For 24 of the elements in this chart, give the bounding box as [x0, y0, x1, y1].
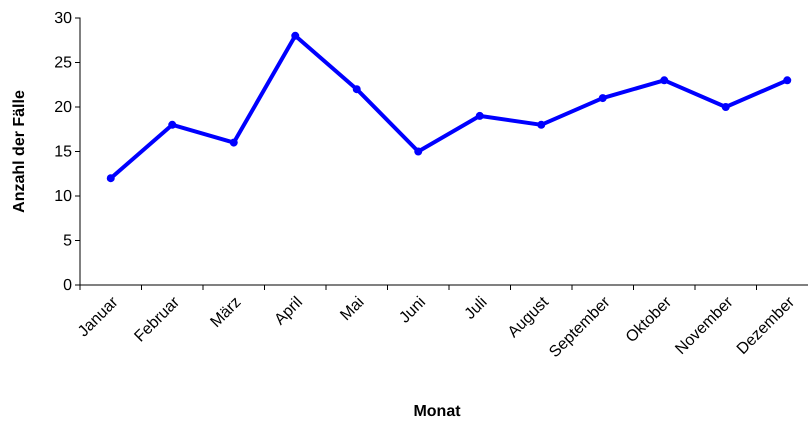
point: [291, 32, 300, 40]
y-axis-title: Anzahl der Fälle: [11, 90, 28, 213]
point: [476, 112, 484, 120]
y-tick-label: 10: [54, 188, 72, 206]
point: [230, 138, 238, 147]
point: [537, 120, 546, 129]
point: [722, 103, 730, 111]
point: [414, 148, 422, 156]
x-axis-title: Monat: [413, 403, 462, 420]
y-tick-label: 20: [54, 99, 72, 116]
y-tick-label: 0: [63, 277, 72, 294]
point: [598, 94, 607, 102]
y-tick-label: 15: [54, 144, 72, 161]
point: [352, 85, 361, 94]
point: [106, 174, 115, 182]
point: [783, 76, 792, 84]
y-tick-label: 30: [54, 10, 72, 28]
point: [660, 76, 668, 84]
x-tick-label: Mai: [337, 294, 368, 324]
point: [168, 120, 176, 129]
y-tick-label: 5: [63, 232, 72, 250]
x-tick-label: Juni: [396, 294, 430, 327]
x-tick-label: Juli: [462, 294, 491, 323]
y-tick-label: 25: [54, 54, 72, 72]
